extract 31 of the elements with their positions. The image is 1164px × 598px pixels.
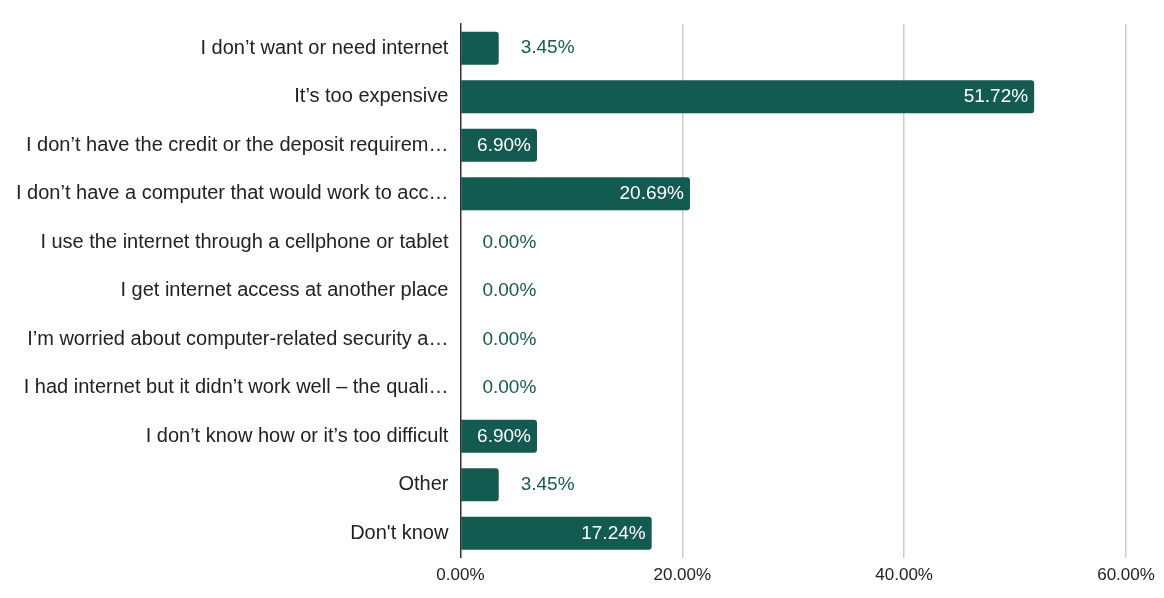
- data-label: 6.90%: [477, 133, 532, 155]
- y-tick-label: I don’t have a computer that would work to acc…: [15, 181, 449, 204]
- data-label: 3.45%: [520, 473, 575, 495]
- x-tick-label: 0.00%: [436, 565, 485, 585]
- data-label: 0.00%: [482, 279, 537, 301]
- bar: [461, 468, 499, 502]
- y-tick-label: Other: [398, 472, 449, 495]
- y-tick-label: I get internet access at another place: [120, 278, 449, 301]
- bar: [461, 177, 690, 211]
- data-label: 0.00%: [482, 327, 537, 349]
- y-tick-label: I don’t have the credit or the deposit requirem…: [25, 132, 449, 155]
- bar: [461, 516, 652, 550]
- bar: [461, 80, 1035, 114]
- data-label: 0.00%: [482, 230, 537, 252]
- y-tick-label: I had internet but it didn’t work well – the quali…: [23, 375, 449, 398]
- data-label: 0.00%: [482, 376, 537, 398]
- data-label: 51.72%: [963, 85, 1029, 106]
- y-tick-label: I don’t know how or it’s too difficult: [145, 423, 449, 446]
- bar: [461, 31, 499, 65]
- x-tick-label: 60.00%: [1097, 565, 1155, 585]
- y-tick-label: I’m worried about computer-related security a…: [27, 326, 449, 349]
- y-tick-label: Don't know: [350, 520, 449, 543]
- y-tick-label: It’s too expensive: [294, 84, 449, 107]
- data-label: 20.69%: [619, 182, 685, 204]
- y-tick-label: I use the internet through a cellphone or tablet: [40, 229, 449, 252]
- data-label: 17.24%: [581, 521, 646, 543]
- data-label: 6.90%: [477, 424, 532, 446]
- x-tick-label: 40.00%: [875, 565, 933, 585]
- y-tick-label: I don’t want or need internet: [200, 35, 449, 58]
- data-label: 3.45%: [520, 36, 575, 58]
- x-tick-label: 20.00%: [653, 565, 712, 585]
